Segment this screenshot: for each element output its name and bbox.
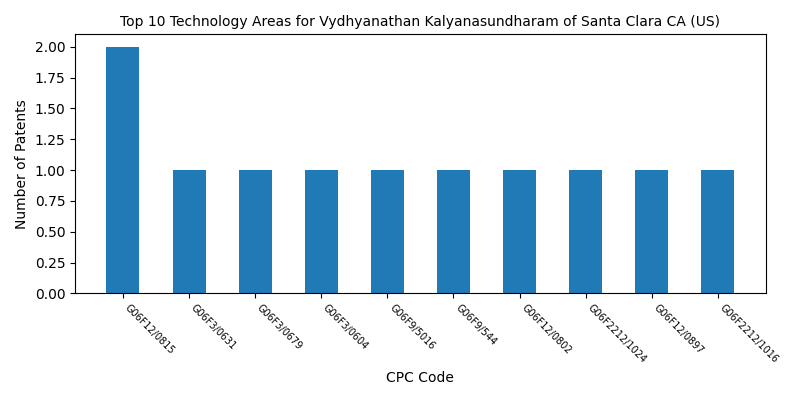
Bar [437,170,470,294]
X-axis label: CPC Code: CPC Code [386,371,454,385]
Bar [702,170,734,294]
Title: Top 10 Technology Areas for Vydhyanathan Kalyanasundharam of Santa Clara CA (US): Top 10 Technology Areas for Vydhyanathan… [121,15,721,29]
Bar [238,170,272,294]
Bar [305,170,338,294]
Bar [569,170,602,294]
Bar [173,170,206,294]
Bar [371,170,404,294]
Bar [503,170,536,294]
Bar [635,170,668,294]
Bar [106,47,139,294]
Y-axis label: Number of Patents: Number of Patents [15,99,29,229]
